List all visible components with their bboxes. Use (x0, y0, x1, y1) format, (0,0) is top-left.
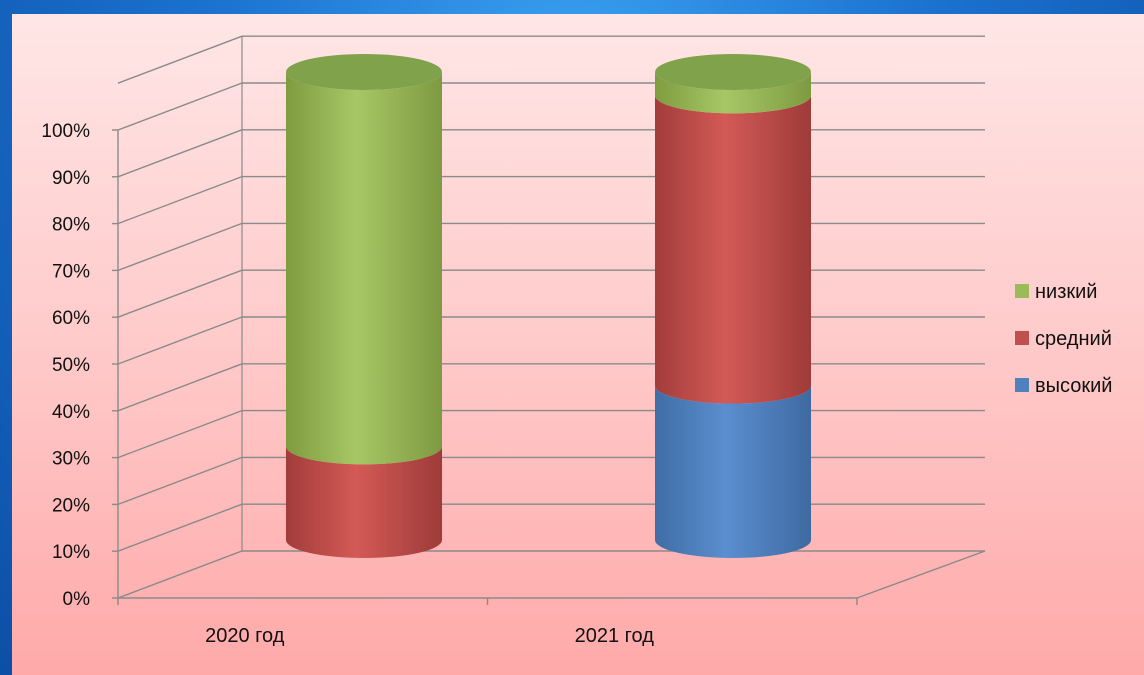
side-wall-gridline (117, 129, 243, 178)
y-tick-label: 70% (52, 261, 90, 282)
y-tick-label: 90% (52, 168, 90, 189)
y-tick-label: 0% (63, 589, 91, 610)
legend-swatch (1015, 331, 1029, 345)
legend-swatch (1015, 378, 1029, 392)
legend-label: низкий (1035, 281, 1097, 303)
legend-label: высокий (1035, 375, 1112, 397)
side-wall-gridline (117, 35, 243, 84)
y-tick-label: 100% (41, 121, 90, 142)
bar-segment-средний (286, 446, 442, 558)
y-axis: 0% 10% 20% 30% 40% 50% 60% 70% 80% 90% 100% (41, 121, 119, 610)
y-tick-label: 60% (52, 308, 90, 329)
side-wall-gridline (117, 175, 243, 225)
side-wall-gridline (117, 409, 243, 459)
legend-label: средний (1035, 328, 1112, 350)
bar-segment-низкий (655, 72, 811, 114)
x-axis: 2020 год 2021 год (117, 597, 858, 647)
y-tick-label: 40% (52, 402, 90, 423)
y-tick-label: 20% (52, 495, 90, 516)
legend: низкий средний высокий (1015, 281, 1112, 397)
side-wall-gridline (117, 316, 243, 365)
bar-segment-средний (655, 95, 811, 404)
y-tick-label: 10% (52, 542, 90, 563)
bar-segment-низкий (286, 72, 442, 465)
chart-panel (12, 14, 1144, 675)
y-tick-label: 80% (52, 215, 90, 236)
legend-swatch (1015, 284, 1029, 298)
side-wall-gridline (117, 363, 243, 412)
gridlines (117, 35, 986, 599)
side-wall-gridline (117, 503, 243, 552)
floor-gridline (117, 550, 986, 599)
side-wall-gridline (117, 269, 243, 318)
side-wall-gridline (117, 82, 243, 131)
bar-top-cap (655, 54, 811, 90)
bar-top-cap (286, 54, 442, 90)
y-tick-label: 50% (52, 355, 90, 376)
side-wall-gridline (117, 456, 243, 506)
x-category-label: 2021 год (575, 625, 655, 647)
bars (286, 54, 811, 558)
x-category-label: 2020 год (205, 625, 285, 647)
y-tick-label: 30% (52, 449, 90, 470)
side-wall-gridline (117, 222, 243, 272)
bar-segment-высокий (655, 385, 811, 558)
